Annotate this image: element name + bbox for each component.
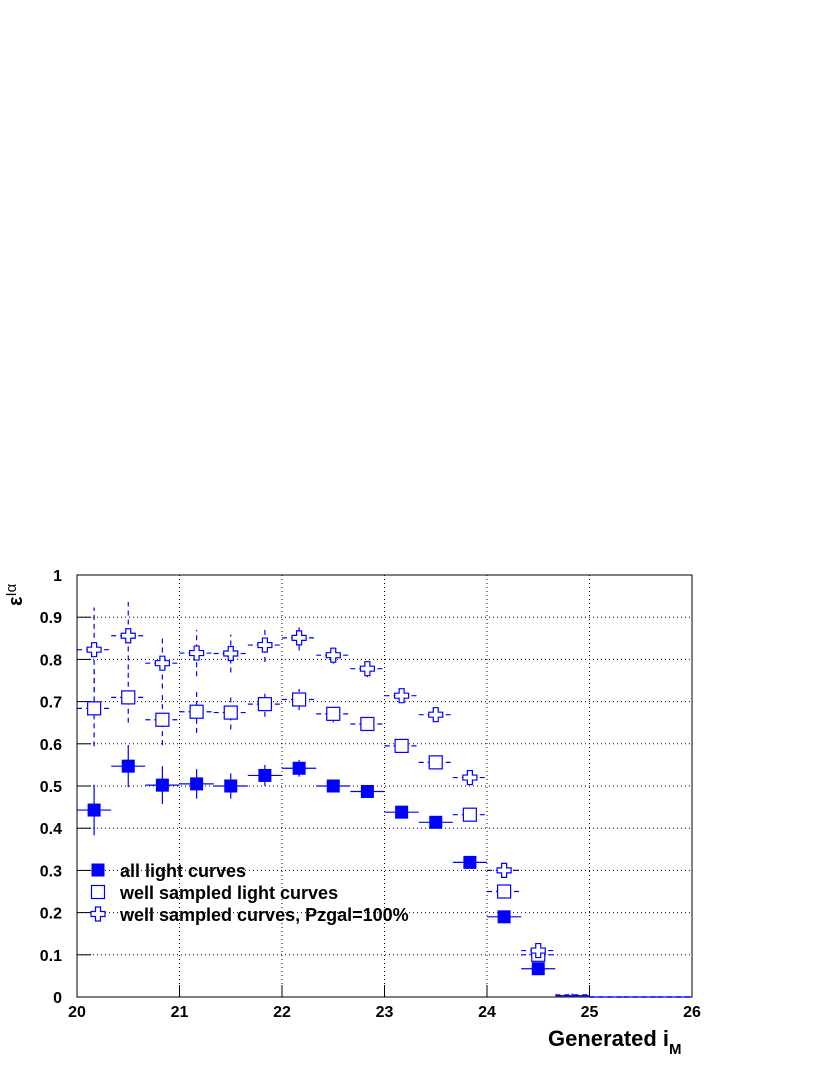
y-tick-label: 0.1 [40, 948, 62, 965]
y-tick-label: 0.6 [40, 737, 62, 754]
marker [530, 942, 546, 959]
x-tick-label: 22 [273, 1004, 291, 1021]
x-tick-label: 20 [68, 1004, 86, 1021]
legend-label: all light curves [120, 861, 246, 881]
legend-label: well sampled light curves [119, 883, 338, 903]
marker [496, 862, 512, 878]
plot-frame [76, 574, 693, 998]
marker [463, 855, 477, 869]
marker [154, 655, 170, 671]
marker [462, 769, 478, 786]
marker [155, 778, 169, 792]
marker [224, 779, 238, 793]
x-tick-label: 21 [171, 1004, 189, 1021]
marker [359, 661, 375, 677]
marker [257, 697, 272, 712]
y-tick-label: 0 [53, 990, 62, 1007]
marker [326, 706, 341, 721]
marker [120, 628, 136, 644]
x-axis-label-sub: M [669, 1041, 682, 1058]
marker [428, 755, 443, 770]
legend-label: well sampled curves, Pzgal=100% [119, 905, 409, 925]
marker [121, 759, 135, 773]
series [77, 602, 692, 998]
marker [189, 704, 204, 719]
marker [90, 884, 106, 900]
marker [497, 910, 511, 924]
marker [121, 690, 136, 705]
y-tick-label: 0.8 [40, 652, 62, 669]
marker [292, 692, 307, 707]
marker [86, 642, 102, 658]
marker [497, 884, 512, 899]
series [77, 745, 692, 998]
marker [190, 777, 204, 791]
y-tick-label: 0.5 [40, 779, 62, 796]
x-tick-label: 23 [376, 1004, 394, 1021]
marker [90, 906, 106, 922]
x-tick-label: 26 [683, 1004, 701, 1021]
marker [360, 716, 375, 732]
y-tick-label: 0.3 [40, 863, 62, 880]
marker [87, 803, 101, 817]
y-tick-label: 0.4 [40, 821, 62, 838]
x-axis-label: Generated iM [548, 1026, 682, 1058]
marker [395, 805, 409, 819]
marker [155, 712, 170, 727]
marker [462, 807, 477, 822]
marker [87, 701, 102, 716]
x-axis-label-main: Generated i [548, 1026, 669, 1051]
y-tick-label: 1 [53, 568, 62, 585]
marker [91, 863, 105, 877]
y-tick-label: 0.7 [40, 695, 62, 712]
marker [257, 637, 273, 653]
y-axis-label: εIα [3, 583, 27, 606]
marker [223, 705, 238, 720]
marker [394, 688, 410, 704]
marker [394, 738, 409, 754]
marker [189, 645, 205, 661]
y-tick-label: 0.9 [40, 610, 62, 627]
y-axis-label-sub: Iα [3, 583, 20, 596]
x-tick-label: 24 [478, 1004, 496, 1021]
marker [360, 784, 374, 798]
marker [429, 815, 443, 829]
marker [291, 630, 307, 646]
marker [292, 761, 306, 775]
marker [531, 962, 545, 976]
y-axis-label-main: ε [5, 596, 27, 606]
marker [258, 768, 272, 782]
marker [325, 647, 341, 663]
marker [223, 645, 239, 662]
marker [326, 779, 340, 793]
marker [428, 707, 444, 723]
x-tick-label: 25 [581, 1004, 599, 1021]
y-tick-label: 0.2 [40, 906, 62, 923]
